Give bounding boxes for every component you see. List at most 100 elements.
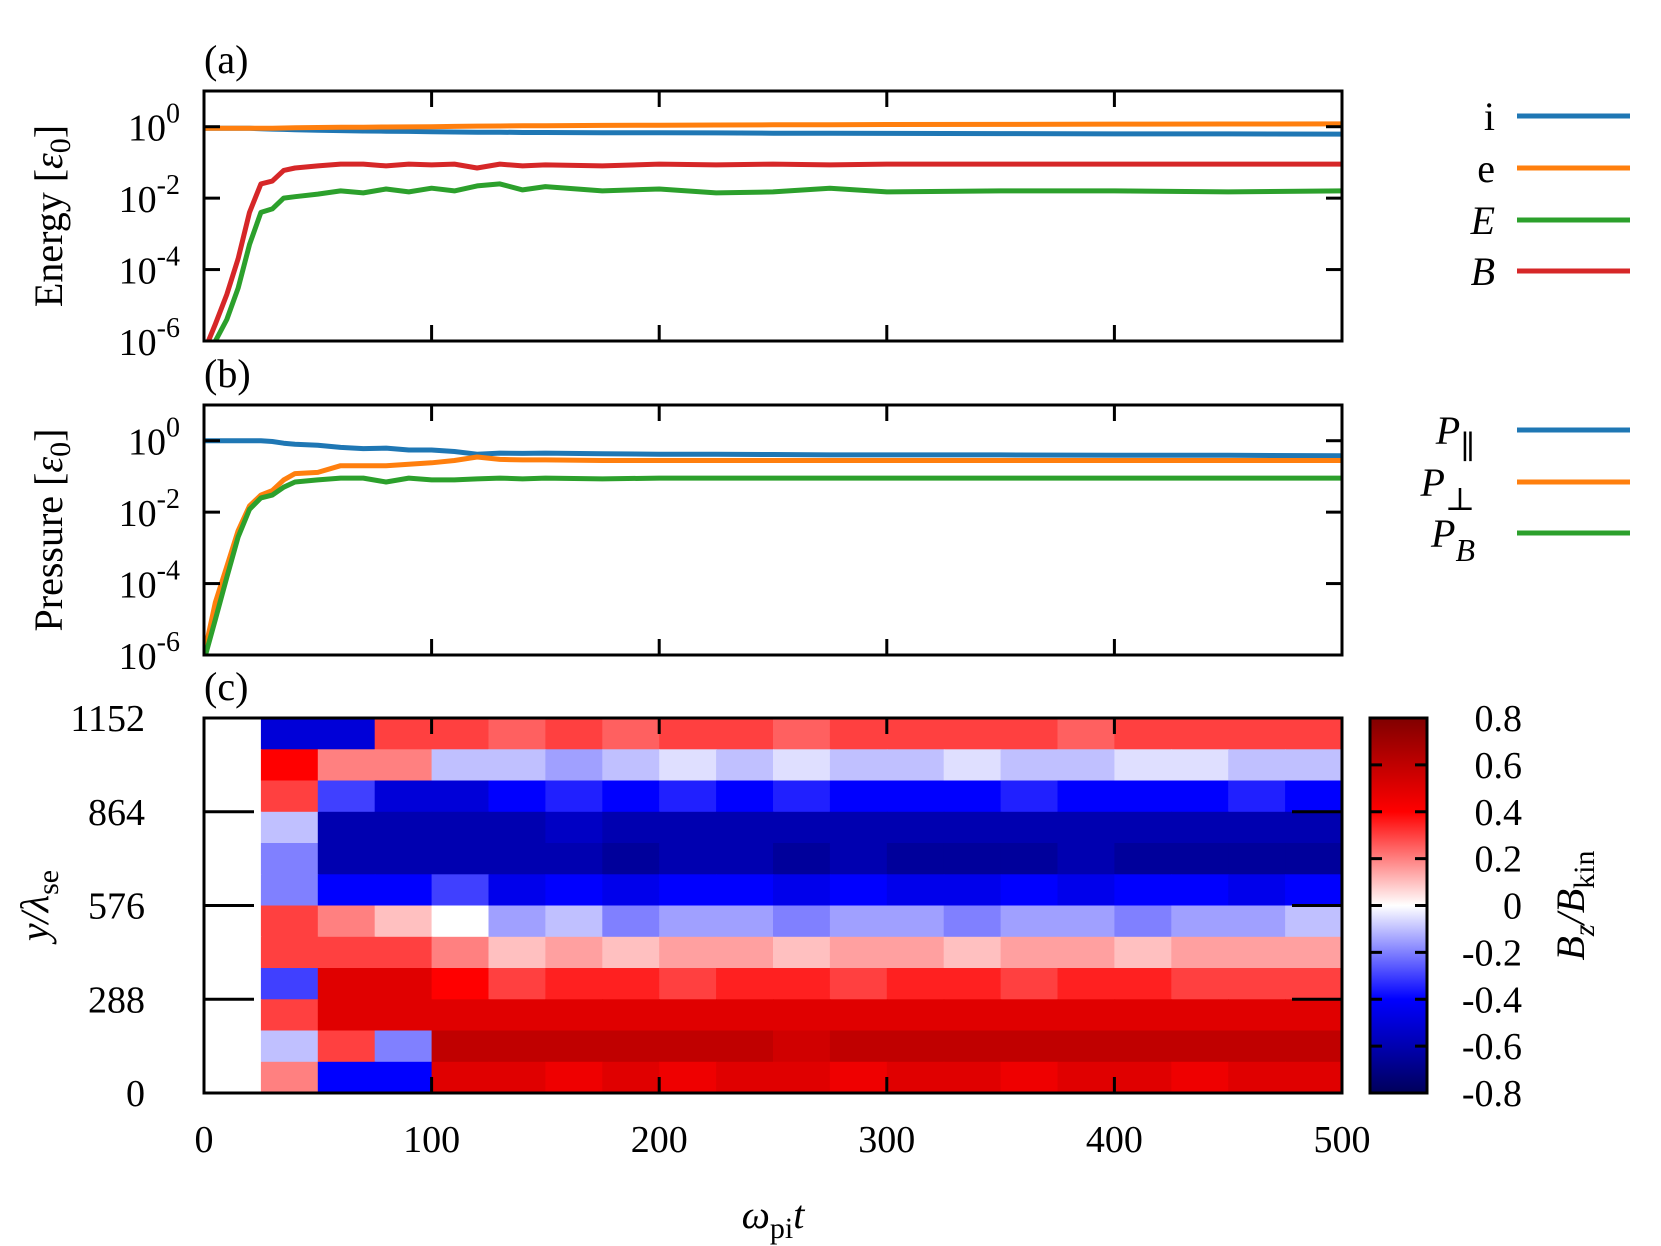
legend-label-main: P: [1419, 460, 1444, 505]
heatmap-cell: [602, 718, 660, 750]
heatmap-cell: [1057, 874, 1116, 907]
heatmap-cell: [602, 811, 660, 844]
heatmap-cell: [1171, 843, 1229, 875]
y-label-subscript: se: [32, 870, 65, 895]
heatmap-cell: [659, 874, 717, 907]
heatmap-cell: [545, 780, 604, 813]
y-label-epsilon: ε: [26, 153, 71, 169]
colorbar-tick-label: -0.4: [1462, 979, 1522, 1021]
heatmap-cell: [773, 1030, 831, 1063]
heatmap-cell: [659, 843, 717, 875]
heatmap-cell: [260, 718, 319, 750]
heatmap-cell: [204, 1061, 262, 1094]
heatmap-cell: [716, 874, 774, 907]
heatmap-cell: [773, 905, 831, 938]
heatmap-cell: [488, 749, 547, 782]
y-tick-exponent: 0: [166, 413, 180, 444]
heatmap-cell: [886, 718, 945, 750]
heatmap-cell: [260, 811, 319, 844]
heatmap-cell: [1057, 968, 1116, 1000]
heatmap-cell: [374, 874, 433, 907]
heatmap-cell: [716, 1061, 774, 1094]
series-line-P-0: [204, 438, 1342, 459]
heatmap-cell: [773, 936, 831, 969]
heatmap-cell: [1000, 811, 1059, 844]
heatmap-cell: [716, 718, 774, 750]
heatmap-cell: [602, 905, 660, 938]
heatmap-cell: [1228, 718, 1286, 750]
heatmap-cell: [488, 905, 547, 938]
heatmap-cell: [1114, 968, 1173, 1000]
heatmap-cell: [1000, 843, 1059, 875]
y-label-text: Energy [: [26, 169, 71, 307]
x-label-omega: ω: [742, 1192, 770, 1237]
y-tick-base: 10: [128, 108, 166, 150]
heatmap-cell: [659, 936, 717, 969]
heatmap-cell: [829, 1061, 888, 1094]
legend-label-subscript: ⊥: [1445, 481, 1475, 517]
x-tick-label: 400: [1086, 1119, 1143, 1161]
heatmap-cell: [431, 999, 490, 1032]
heatmap-cell: [1228, 936, 1286, 969]
heatmap-cell: [431, 1030, 490, 1063]
heatmap-cell: [545, 874, 604, 907]
heatmap-cell: [659, 905, 717, 938]
colorbar-tick-label: -0.8: [1462, 1073, 1522, 1115]
heatmap-cell: [1114, 905, 1173, 938]
heatmap-cell: [374, 1030, 433, 1063]
heatmap-cell: [773, 874, 831, 907]
heatmap-cell: [1285, 843, 1343, 875]
y-tick-label: 0: [126, 1073, 145, 1115]
y-tick-label: 288: [88, 979, 145, 1021]
heatmap-cell: [886, 1030, 945, 1063]
heatmap-cell: [773, 843, 831, 875]
heatmap-cell: [260, 1061, 319, 1094]
heatmap-cell: [545, 999, 604, 1032]
heatmap-cell: [317, 936, 376, 969]
heatmap-cell: [317, 999, 376, 1032]
heatmap-cell: [943, 1030, 1002, 1063]
heatmap-cell: [260, 874, 319, 907]
y-tick-label: 10-6: [119, 627, 180, 678]
heatmap-cell: [1228, 905, 1286, 938]
x-axis-label: ωpit: [742, 1192, 806, 1245]
heatmap-cell: [886, 1061, 945, 1094]
heatmap-cell: [829, 718, 888, 750]
series-line-e: [204, 121, 1342, 131]
y-tick-base: 10: [119, 636, 157, 678]
y-tick-base: 10: [128, 422, 166, 464]
heatmap-cell: [260, 780, 319, 813]
heatmap-cell: [1000, 718, 1059, 750]
heatmap-cell: [943, 874, 1002, 907]
heatmap-cell: [1000, 999, 1059, 1032]
heatmap-cell: [260, 905, 319, 938]
heatmap-cell: [829, 749, 888, 782]
heatmap-cell: [886, 780, 945, 813]
heatmap-cell: [374, 780, 433, 813]
heatmap-cell: [374, 1061, 433, 1094]
heatmap-cell: [317, 1030, 376, 1063]
y-tick-exponent: -2: [157, 170, 180, 201]
heatmap-cell: [204, 999, 262, 1032]
heatmap-cell: [317, 874, 376, 907]
heatmap-cell: [1171, 874, 1229, 907]
heatmap-cell: [317, 843, 376, 875]
heatmap-cell: [1285, 874, 1343, 907]
heatmap-cell: [1114, 999, 1173, 1032]
heatmap-cell: [488, 843, 547, 875]
panel-label: (a): [204, 37, 248, 82]
heatmap-cell: [1057, 1061, 1116, 1094]
heatmap-cell: [1171, 811, 1229, 844]
y-tick-label: 864: [88, 792, 145, 834]
legend-label: B: [1471, 249, 1495, 294]
heatmap-cell: [488, 936, 547, 969]
heatmap-cell: [773, 749, 831, 782]
heatmap-cell: [829, 1030, 888, 1063]
heatmap-cell: [1114, 811, 1173, 844]
heatmap-cell: [602, 749, 660, 782]
heatmap-cell: [829, 811, 888, 844]
colorbar-label: Bz/Bkin: [1548, 850, 1601, 960]
heatmap-cell: [431, 905, 490, 938]
legend-label-main: P: [1430, 511, 1455, 556]
